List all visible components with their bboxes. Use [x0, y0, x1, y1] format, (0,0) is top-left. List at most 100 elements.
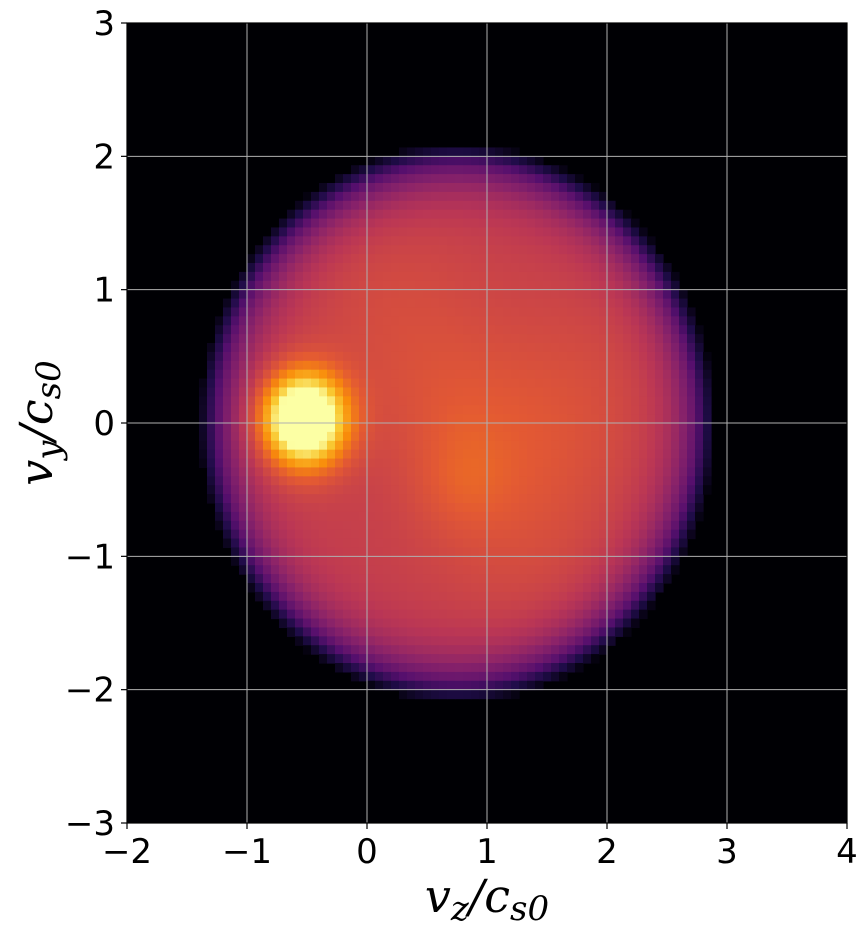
heatmap-cell	[415, 174, 424, 184]
heatmap-cell	[631, 476, 640, 486]
heatmap-cell	[671, 565, 680, 575]
heatmap-cell	[543, 600, 552, 611]
heatmap-cell	[551, 414, 560, 424]
heatmap-cell	[287, 627, 296, 637]
heatmap-cell	[407, 405, 416, 415]
heatmap-cell	[631, 503, 640, 513]
heatmap-cell	[383, 218, 392, 229]
heatmap-cell	[447, 263, 456, 273]
heatmap-cell	[639, 334, 648, 344]
heatmap-cell	[263, 538, 272, 549]
heatmap-cell	[279, 289, 288, 300]
heatmap-cell	[607, 627, 616, 637]
heatmap-cell	[263, 547, 272, 557]
heatmap-cell	[559, 663, 568, 673]
heatmap-cell	[351, 671, 360, 682]
heatmap-cell	[319, 227, 328, 237]
heatmap-cell	[327, 298, 336, 309]
heatmap-cell	[463, 289, 472, 300]
heatmap-cell	[263, 298, 272, 309]
heatmap-cell	[503, 458, 512, 469]
heatmap-cell	[503, 556, 512, 566]
heatmap-cell	[455, 440, 464, 451]
heatmap-cell	[415, 423, 424, 433]
heatmap-cell	[383, 556, 392, 566]
heatmap-cell	[591, 627, 600, 637]
heatmap-cell	[503, 538, 512, 549]
heatmap-cell	[687, 369, 696, 380]
heatmap-cell	[551, 671, 560, 682]
heatmap-cell	[231, 387, 240, 397]
heatmap-cell	[407, 165, 416, 175]
heatmap-cell	[311, 263, 320, 273]
heatmap-cell	[503, 520, 512, 531]
heatmap-cell	[471, 396, 480, 406]
heatmap-cell	[439, 378, 448, 389]
heatmap-cell	[679, 485, 688, 495]
heatmap-cell	[631, 494, 640, 504]
heatmap-cell	[583, 316, 592, 326]
heatmap-cell	[511, 547, 520, 557]
heatmap-cell	[255, 583, 264, 593]
heatmap-cell	[527, 165, 536, 175]
heatmap-cell	[487, 689, 496, 700]
heatmap-cell	[543, 263, 552, 273]
heatmap-cell	[239, 511, 248, 522]
heatmap-cell	[535, 369, 544, 380]
heatmap-cell	[471, 671, 480, 682]
heatmap-cell	[223, 325, 232, 335]
heatmap-cell	[239, 538, 248, 549]
heatmap-cell	[239, 396, 248, 406]
heatmap-cell	[463, 618, 472, 629]
heatmap-cell	[423, 343, 432, 353]
heatmap-cell	[575, 654, 584, 664]
heatmap-cell	[575, 280, 584, 291]
heatmap-cell	[599, 387, 608, 397]
heatmap-cell	[511, 378, 520, 389]
heatmap-cell	[407, 520, 416, 531]
heatmap-cell	[447, 396, 456, 406]
heatmap-cell	[247, 538, 256, 549]
heatmap-cell	[591, 183, 600, 193]
heatmap-cell	[407, 307, 416, 317]
heatmap-cell	[415, 191, 424, 202]
heatmap-cell	[575, 503, 584, 513]
heatmap-cell	[279, 556, 288, 566]
heatmap-cell	[399, 583, 408, 593]
heatmap-cell	[487, 334, 496, 344]
heatmap-cell	[447, 343, 456, 353]
heatmap-cell	[607, 583, 616, 593]
heatmap-cell	[231, 511, 240, 522]
heatmap-cell	[671, 547, 680, 557]
heatmap-cell	[335, 636, 344, 646]
heatmap-cell	[471, 574, 480, 584]
heatmap-cell	[655, 307, 664, 317]
heatmap-cell	[551, 538, 560, 549]
heatmap-cell	[311, 591, 320, 602]
heatmap-cell	[343, 387, 352, 397]
heatmap-cell	[583, 334, 592, 344]
heatmap-cell	[415, 289, 424, 300]
heatmap-cell	[391, 209, 400, 220]
heatmap-cell	[695, 334, 704, 344]
heatmap-cell	[391, 334, 400, 344]
heatmap-cell	[487, 423, 496, 433]
heatmap-cell	[431, 458, 440, 469]
heatmap-cell	[463, 503, 472, 513]
heatmap-cell	[575, 378, 584, 389]
heatmap-cell	[279, 334, 288, 344]
heatmap-cell	[559, 396, 568, 406]
heatmap-cell	[703, 396, 712, 406]
heatmap-cell	[327, 405, 336, 415]
heatmap-cell	[599, 343, 608, 353]
heatmap-cell	[431, 636, 440, 646]
heatmap-cell	[527, 449, 536, 460]
heatmap-cell	[655, 414, 664, 424]
heatmap-cell	[679, 449, 688, 460]
heatmap-cell	[223, 307, 232, 317]
heatmap-cell	[415, 378, 424, 389]
heatmap-cell	[319, 538, 328, 549]
heatmap-cell	[319, 565, 328, 575]
heatmap-cell	[447, 503, 456, 513]
heatmap-cell	[367, 583, 376, 593]
